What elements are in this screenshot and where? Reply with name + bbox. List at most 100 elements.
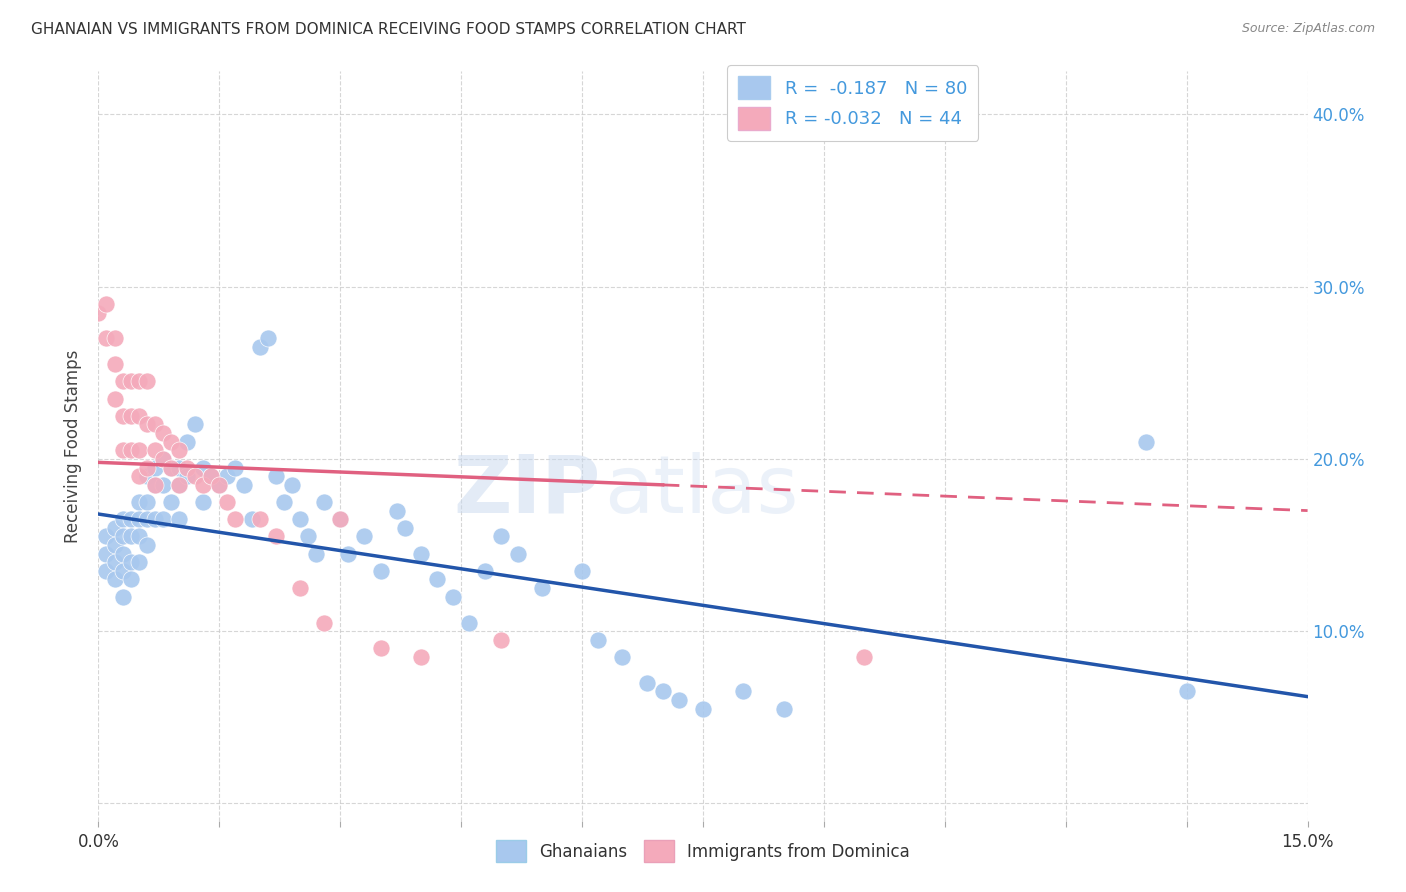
Point — [273, 495, 295, 509]
Text: GHANAIAN VS IMMIGRANTS FROM DOMINICA RECEIVING FOOD STAMPS CORRELATION CHART: GHANAIAN VS IMMIGRANTS FROM DOMINICA REC… — [31, 22, 745, 37]
Point — [111, 529, 134, 543]
Point — [426, 573, 449, 587]
Y-axis label: Receiving Food Stamps: Receiving Food Stamps — [65, 350, 83, 542]
Point — [111, 547, 134, 561]
Point — [176, 469, 198, 483]
Point — [636, 676, 658, 690]
Point — [264, 529, 287, 543]
Point — [853, 650, 876, 665]
Point — [506, 547, 529, 561]
Point — [281, 477, 304, 491]
Point — [167, 477, 190, 491]
Point — [120, 443, 142, 458]
Point — [337, 547, 360, 561]
Point — [111, 443, 134, 458]
Point — [288, 581, 311, 595]
Text: atlas: atlas — [603, 452, 799, 530]
Point — [370, 641, 392, 656]
Point — [264, 469, 287, 483]
Point — [143, 417, 166, 432]
Point — [120, 573, 142, 587]
Legend: Ghanaians, Immigrants from Dominica: Ghanaians, Immigrants from Dominica — [489, 834, 917, 869]
Point — [103, 538, 125, 552]
Point — [128, 495, 150, 509]
Point — [491, 529, 513, 543]
Point — [353, 529, 375, 543]
Point — [256, 331, 278, 345]
Point — [135, 512, 157, 526]
Point — [135, 538, 157, 552]
Point — [200, 469, 222, 483]
Point — [184, 469, 207, 483]
Point — [329, 512, 352, 526]
Point — [152, 512, 174, 526]
Point — [111, 409, 134, 423]
Point — [224, 460, 246, 475]
Point — [160, 460, 183, 475]
Point — [370, 564, 392, 578]
Point — [103, 357, 125, 371]
Point — [96, 297, 118, 311]
Point — [733, 684, 755, 698]
Point — [143, 477, 166, 491]
Point — [176, 434, 198, 449]
Point — [111, 564, 134, 578]
Point — [120, 409, 142, 423]
Point — [208, 477, 231, 491]
Point — [143, 443, 166, 458]
Point — [692, 701, 714, 715]
Point — [385, 503, 408, 517]
Point — [111, 375, 134, 389]
Point — [232, 477, 254, 491]
Point — [314, 615, 336, 630]
Point — [491, 632, 513, 647]
Point — [120, 555, 142, 569]
Point — [176, 460, 198, 475]
Point — [249, 512, 271, 526]
Point — [111, 512, 134, 526]
Point — [167, 512, 190, 526]
Point — [152, 426, 174, 441]
Point — [135, 375, 157, 389]
Point — [249, 340, 271, 354]
Point — [103, 521, 125, 535]
Point — [184, 417, 207, 432]
Point — [135, 417, 157, 432]
Point — [152, 451, 174, 466]
Text: Source: ZipAtlas.com: Source: ZipAtlas.com — [1241, 22, 1375, 36]
Point — [103, 331, 125, 345]
Point — [143, 477, 166, 491]
Point — [1175, 684, 1198, 698]
Point — [612, 650, 634, 665]
Point — [458, 615, 481, 630]
Point — [103, 392, 125, 406]
Point — [217, 495, 239, 509]
Point — [120, 512, 142, 526]
Point — [111, 590, 134, 604]
Point — [240, 512, 263, 526]
Point — [297, 529, 319, 543]
Point — [128, 555, 150, 569]
Point — [167, 460, 190, 475]
Text: ZIP: ZIP — [453, 452, 600, 530]
Point — [135, 460, 157, 475]
Point — [329, 512, 352, 526]
Point — [143, 460, 166, 475]
Point — [160, 460, 183, 475]
Point — [474, 564, 496, 578]
Point — [128, 469, 150, 483]
Point — [128, 409, 150, 423]
Point — [193, 477, 215, 491]
Point — [152, 477, 174, 491]
Point — [160, 495, 183, 509]
Point — [103, 555, 125, 569]
Point — [143, 512, 166, 526]
Point — [103, 573, 125, 587]
Point — [193, 495, 215, 509]
Point — [1135, 434, 1157, 449]
Point — [135, 469, 157, 483]
Point — [193, 460, 215, 475]
Point — [128, 512, 150, 526]
Point — [128, 375, 150, 389]
Point — [668, 693, 690, 707]
